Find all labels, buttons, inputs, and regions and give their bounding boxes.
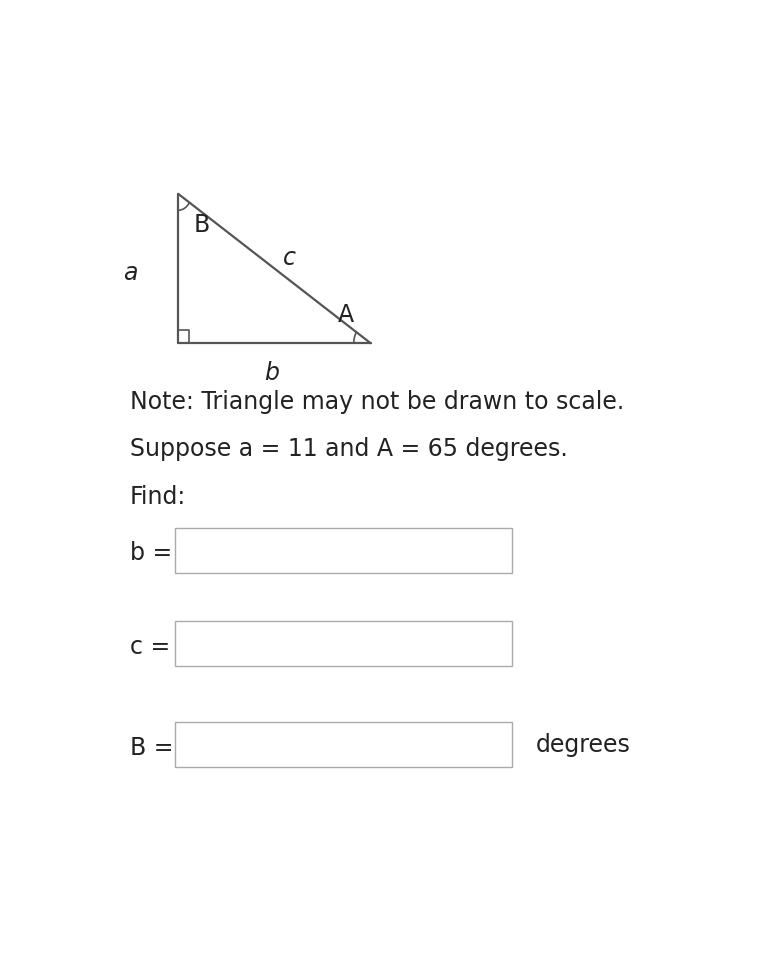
Text: Note: Triangle may not be drawn to scale.: Note: Triangle may not be drawn to scale… xyxy=(130,390,625,414)
FancyBboxPatch shape xyxy=(175,528,512,573)
Text: degrees: degrees xyxy=(536,733,631,757)
Text: B =: B = xyxy=(130,735,174,759)
Text: a: a xyxy=(123,261,137,285)
Text: A: A xyxy=(338,302,355,327)
FancyBboxPatch shape xyxy=(175,722,512,766)
Text: c: c xyxy=(283,246,296,270)
Text: c =: c = xyxy=(130,634,170,658)
Text: b: b xyxy=(264,361,279,385)
Text: B: B xyxy=(193,213,210,237)
FancyBboxPatch shape xyxy=(175,621,512,666)
Text: Suppose a = 11 and A = 65 degrees.: Suppose a = 11 and A = 65 degrees. xyxy=(130,436,568,460)
Text: b =: b = xyxy=(130,541,172,565)
Text: Find:: Find: xyxy=(130,484,186,509)
